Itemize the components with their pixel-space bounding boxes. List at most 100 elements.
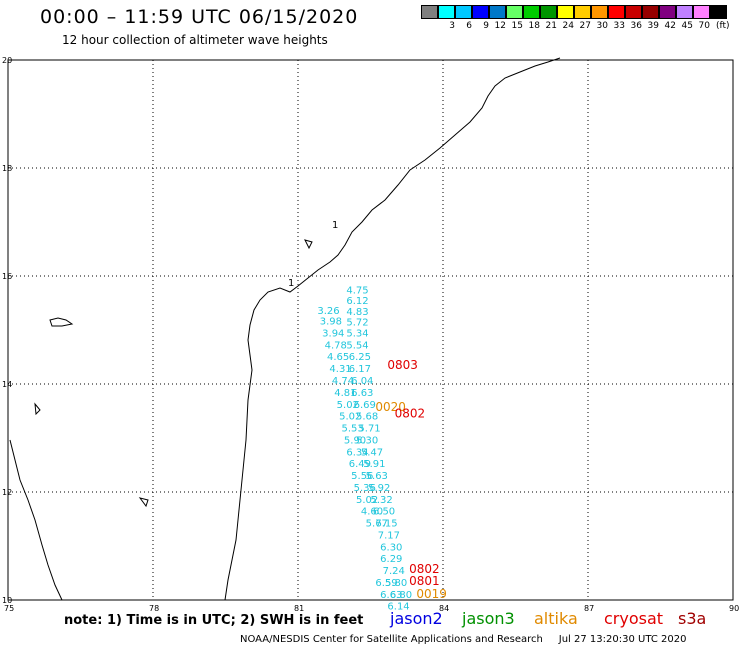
swh-value: 5.02 bbox=[337, 400, 359, 411]
legend-altika: altika bbox=[534, 609, 578, 628]
swh-value: 4.60 bbox=[361, 507, 383, 518]
page-subtitle: 12 hour collection of altimeter wave hei… bbox=[62, 33, 328, 47]
color-scale-label: 6 bbox=[466, 21, 472, 31]
color-swatch bbox=[574, 5, 591, 19]
page-title: 00:00 – 11:59 UTC 06/15/2020 bbox=[40, 6, 359, 28]
color-scale-label: 24 bbox=[562, 21, 574, 31]
swh-value: 5.90 bbox=[344, 435, 366, 446]
lat-tick-label: 18 bbox=[2, 164, 12, 173]
color-swatch bbox=[625, 5, 642, 19]
coastline-east-india bbox=[224, 57, 561, 601]
lat-tick-label: 12 bbox=[2, 488, 12, 497]
coastline-andaman bbox=[49, 317, 74, 327]
swh-value: 5.02 bbox=[356, 495, 378, 506]
swh-value: 5.53 bbox=[342, 424, 364, 435]
footer: NOAA/NESDIS Center for Satellite Applica… bbox=[240, 634, 686, 645]
color-scale-label: 30 bbox=[596, 21, 608, 31]
pass-time-label: 0020 bbox=[375, 400, 406, 414]
swh-value: 5.02 bbox=[339, 412, 361, 423]
swh-value: 6.14 bbox=[387, 602, 409, 613]
swh-value: 4.78 bbox=[325, 340, 347, 351]
coastline-west bbox=[9, 439, 63, 601]
lon-tick-label: 84 bbox=[439, 604, 449, 613]
legend-cryosat: cryosat bbox=[604, 609, 664, 628]
swh-value: 5.63 bbox=[366, 471, 388, 482]
swh-value: 5.34 bbox=[346, 328, 368, 339]
color-scale-label: 45 bbox=[681, 21, 693, 31]
legend-jason2: jason2 bbox=[390, 609, 443, 628]
pass-time-label: 0802 bbox=[395, 406, 426, 420]
color-scale-unit: (ft) bbox=[716, 21, 730, 31]
swh-value: 5.91 bbox=[363, 459, 385, 470]
lon-tick-label: 87 bbox=[584, 604, 594, 613]
coastline-small-island-2 bbox=[138, 497, 149, 508]
swh-value: 4.31 bbox=[329, 364, 351, 375]
altimeter-track: 4.756.12 3.26 4.83 3.98 5.723.94 5.344.78 5.54… bbox=[317, 285, 412, 612]
legend-s3a: s3a bbox=[678, 609, 707, 628]
color-swatch bbox=[421, 5, 438, 19]
swh-value: 6.50 bbox=[373, 507, 395, 518]
swh-value: 3.94 bbox=[322, 328, 344, 339]
color-scale-label: 18 bbox=[528, 21, 540, 31]
swh-value: 6.34 bbox=[346, 447, 368, 458]
color-scale-label: 36 bbox=[630, 21, 642, 31]
swh-value: 4.81 bbox=[334, 388, 356, 399]
lon-tick-label: 81 bbox=[294, 604, 304, 613]
color-swatch bbox=[557, 5, 574, 19]
color-swatch bbox=[455, 5, 472, 19]
color-scale-labels: 3 6 9 12 15 18 21 24 27 30 33 36 39 42 45 70 bbox=[421, 21, 710, 31]
swh-value: 6.12 bbox=[346, 296, 368, 307]
color-scale-label: 12 bbox=[494, 21, 506, 31]
pass-time-label: 0801 bbox=[409, 574, 440, 588]
swh-value: 6.29 bbox=[380, 554, 402, 565]
swh-value: 5.56 bbox=[351, 471, 373, 482]
coastline-small-island-3 bbox=[304, 239, 313, 250]
color-scale-label: 21 bbox=[545, 21, 557, 31]
swh-value: 6.63 bbox=[351, 388, 373, 399]
color-swatch bbox=[523, 5, 540, 19]
color-swatch bbox=[540, 5, 557, 19]
color-scale-label: 39 bbox=[647, 21, 659, 31]
swh-value: 6.15 bbox=[375, 519, 397, 530]
map-grid bbox=[7, 59, 734, 601]
swh-value: 6.30 bbox=[380, 542, 402, 553]
color-scale-label: 3 bbox=[449, 21, 455, 31]
lat-tick-label: 10 bbox=[2, 596, 12, 605]
lat-tick-label: 20 bbox=[2, 56, 12, 65]
color-swatch bbox=[591, 5, 608, 19]
swh-value: 5.80 bbox=[385, 578, 407, 589]
swh-value: 5.77 bbox=[366, 519, 388, 530]
swh-value: 7.17 bbox=[378, 530, 400, 541]
note-text: note: 1) Time is in UTC; 2) SWH is in fe… bbox=[64, 613, 364, 628]
lat-tick-label: 14 bbox=[2, 380, 12, 389]
swh-value: 5.32 bbox=[371, 495, 393, 506]
color-swatch bbox=[642, 5, 659, 19]
swh-value: 4.75 bbox=[346, 285, 368, 296]
color-swatch bbox=[438, 5, 455, 19]
swh-value: 5.36 bbox=[354, 483, 376, 494]
lon-tick-label: 78 bbox=[149, 604, 159, 613]
color-scale-label: 27 bbox=[579, 21, 591, 31]
color-scale bbox=[421, 5, 727, 19]
swh-value: 3.98 bbox=[320, 317, 342, 328]
swh-value: 4.83 bbox=[346, 307, 368, 318]
swh-value: 6.49 bbox=[349, 459, 371, 470]
swh-value: 7.24 bbox=[383, 566, 405, 577]
color-scale-label: 9 bbox=[483, 21, 489, 31]
swh-value: 5.30 bbox=[356, 435, 378, 446]
footer-agency: NOAA/NESDIS Center for Satellite Applica… bbox=[240, 634, 543, 645]
map-frame bbox=[7, 59, 734, 601]
color-swatch bbox=[608, 5, 625, 19]
swh-value: 5.54 bbox=[346, 340, 368, 351]
swh-value: 4.65 bbox=[327, 352, 349, 363]
pass-time-label: 0019 bbox=[416, 587, 447, 601]
swh-value: 6.04 bbox=[351, 376, 373, 387]
legend-jason3: jason3 bbox=[462, 609, 515, 628]
swh-value: 3.26 bbox=[317, 306, 339, 317]
color-swatch bbox=[676, 5, 693, 19]
coastline bbox=[9, 57, 561, 601]
lon-tick-label: 90 bbox=[729, 604, 739, 613]
